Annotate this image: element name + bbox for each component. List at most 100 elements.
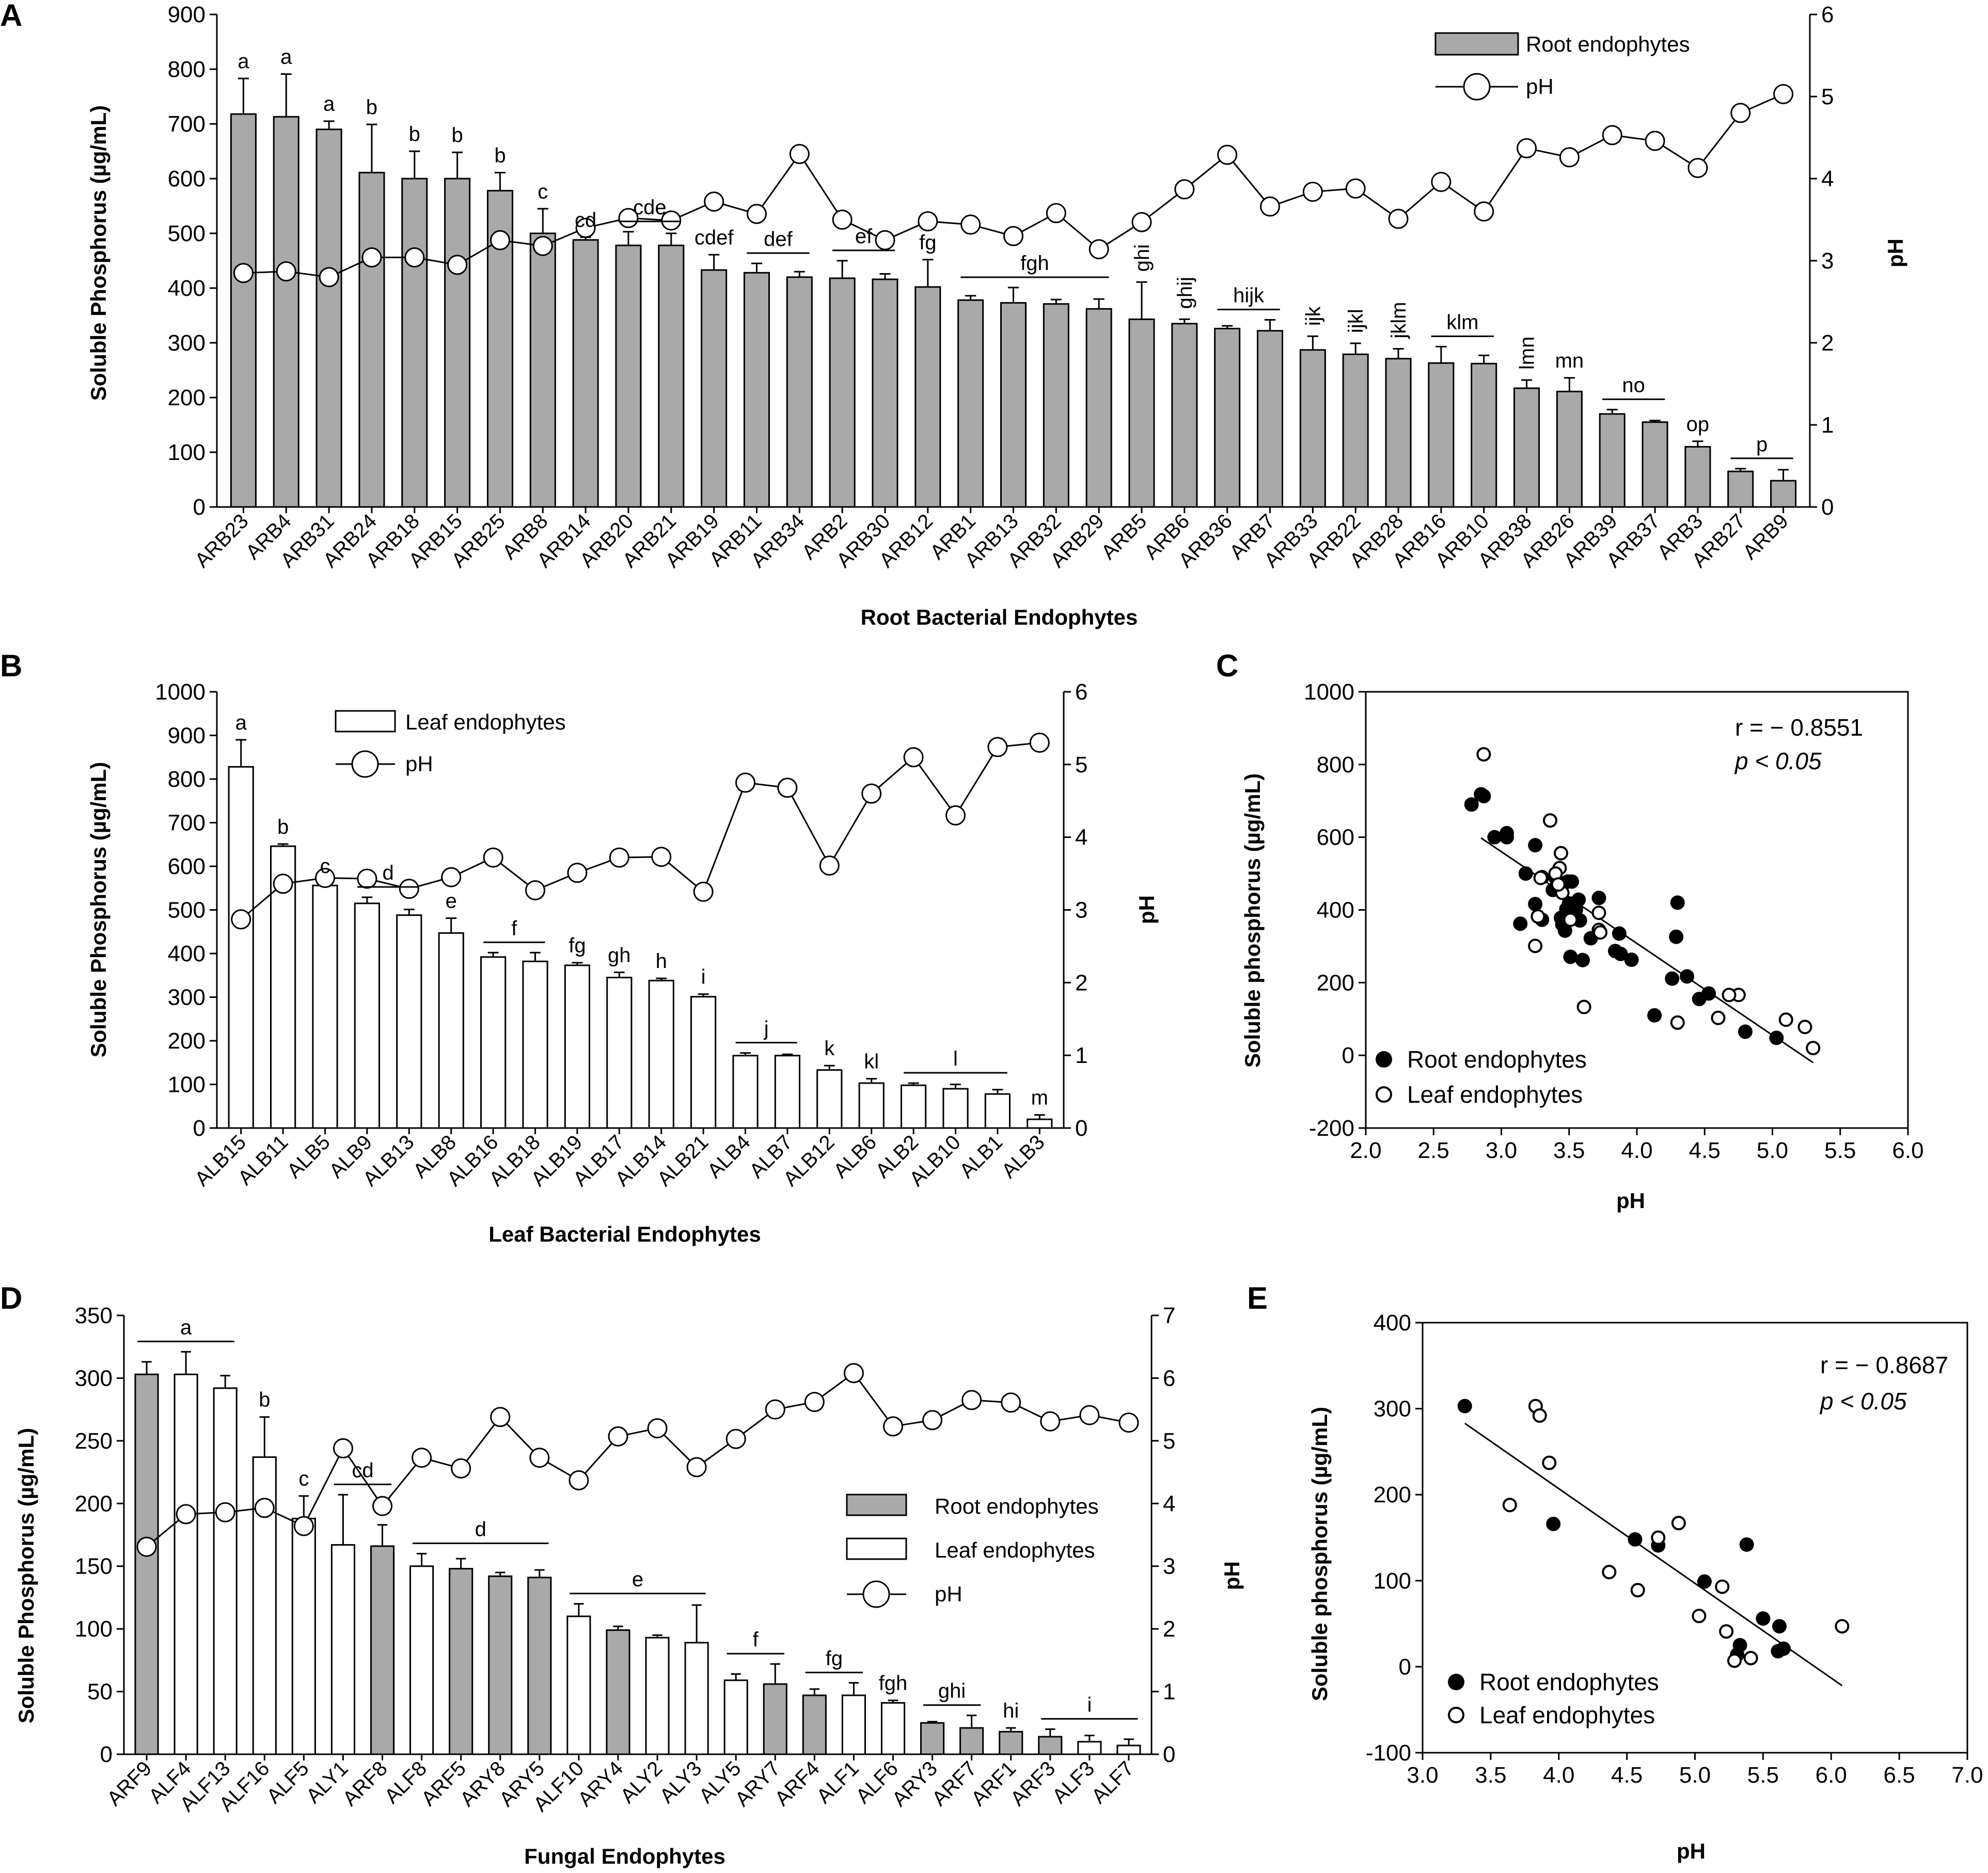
panel-c-leaf-point [1533,870,1548,885]
panel-b-significance-label: kl [864,1051,879,1073]
panel-a-bar [273,116,299,508]
panel-b-ph-marker [777,777,798,798]
panel-e-legend-leaf-marker [1448,1707,1464,1723]
panel-d-significance-label: fgh [879,1672,908,1695]
panel-d-y-tick-label: 50 [87,1679,113,1705]
panel-b-bar [312,884,338,1129]
panel-a-ph-marker [746,203,767,224]
panel-d-bar [449,1568,474,1755]
panel-d-legend-leaf-label: Leaf endophytes [935,1538,1095,1562]
panel-a-significance-label: no [1622,374,1645,396]
panel-a-significance-label: cde [633,196,667,219]
panel-a-ph-marker [404,247,425,268]
panel-c-leaf-point [1591,906,1606,920]
panel-a-significance-label: ghij [1174,277,1196,309]
panel-c-root-point [1563,949,1578,964]
panel-a-ph-marker [1474,201,1494,222]
panel-b-legend: Leaf endophytes pH [335,710,566,778]
panel-b-ph-marker [693,881,714,902]
panel-a-bar [615,244,642,508]
panel-a-ph-marker [1046,203,1066,224]
panel-c-leaf-point [1806,1041,1821,1056]
panel-c-y-tick-label: -200 [1309,1116,1354,1141]
panel-b-significance-label: l [953,1047,958,1070]
panel-a-y2-tick-label: 0 [1821,495,1834,520]
panel-c-x-tick-label: 5.5 [1824,1138,1856,1163]
panel-d-bar [291,1517,316,1755]
panel-a-y-tick-label: 100 [168,440,206,465]
panel-a-ph-marker [1431,171,1451,192]
panel-c-y-tick-label: 800 [1317,752,1354,777]
panel-d-ph-marker [1040,1411,1061,1432]
panel-a-bar [1428,362,1455,508]
panel-e-x-tick-label: 5.0 [1679,1763,1711,1788]
panel-c-legend-leaf-label: Leaf endophytes [1407,1081,1583,1108]
panel-a-y-tick-label: 800 [168,57,206,82]
panel-a-x-axis-title: Root Bacterial Endophytes [861,605,1138,629]
panel-e-leaf-point [1743,1650,1758,1665]
panel-a-ph-marker [789,144,810,164]
panel-d-ph-marker [961,1390,982,1410]
panel-a-ph-marker [532,235,553,256]
panel-e-y-tick-label: 0 [1399,1654,1411,1679]
panel-b-y-tick-label: 600 [168,854,206,879]
panel-c-root-point [1612,926,1627,941]
panel-b-y-tick-label: 200 [168,1028,206,1054]
panel-c-root-point [1738,1024,1753,1039]
panel-a-ph-marker [1517,138,1537,158]
panel-e-x-tick-label: 3.0 [1407,1763,1438,1788]
panel-e-x-tick-label: 7.0 [1951,1763,1983,1788]
panel-c-root-point [1613,946,1628,961]
panel-e-x-tick-label: 4.0 [1543,1763,1574,1788]
panel-d-y2-tick-label: 5 [1163,1428,1175,1454]
panel-d-bar [1077,1741,1102,1755]
panel-b-ph-marker [1029,733,1050,753]
panel-e-leaf-point [1542,1455,1557,1470]
panel-d-ph-marker [136,1536,157,1557]
panel-d-y-tick-label: 300 [75,1366,113,1391]
panel-d-bar [920,1722,945,1755]
panel-e-leaf-point [1602,1565,1617,1580]
panel-c-legend-root-label: Root endophytes [1407,1046,1587,1073]
panel-b-significance-label: c [320,855,330,878]
panel-a-bar [401,178,428,508]
panel-b-ph-marker [399,879,419,899]
panel-b-significance-label: k [824,1037,835,1060]
panel-b-bar [690,996,717,1129]
panel-d-ph-marker [176,1504,196,1525]
panel-d-y2-tick-label: 1 [1163,1679,1175,1705]
panel-d-ph-marker [1079,1405,1100,1425]
panel-b-bar [858,1082,885,1129]
panel-b-significance-label: fg [569,934,586,957]
panel-c-leaf-point [1563,912,1578,927]
panel-d-ph-marker [451,1458,471,1479]
panel-c-root-point [1513,916,1528,931]
panel-d-bar [1038,1736,1063,1755]
panel-e-root-point [1546,1516,1561,1531]
panel-e-root-point [1772,1619,1787,1634]
panel-c-root-point [1670,895,1685,910]
panel-c-root-point [1647,1008,1662,1023]
panel-d-y-tick-label: 150 [75,1554,113,1579]
panel-d-y-tick-label: 250 [75,1428,113,1454]
panel-a-ph-marker [918,211,938,232]
panel-a-bar [1342,353,1369,508]
panel-a-significance-label: jklm [1387,302,1410,339]
panel-d-significance-label: e [632,1568,643,1591]
panel-b-y2-tick-label: 3 [1075,898,1087,923]
panel-a-bar [1471,362,1497,508]
panel-b-ph-marker [945,805,966,826]
panel-d-ph-marker [843,1363,864,1384]
panel-b-bar [984,1093,1011,1129]
panel-d-legend-leaf-swatch [846,1537,907,1560]
panel-d-significance-label: ghi [938,1680,966,1703]
panel-c-root-point [1665,971,1680,986]
panel-e-leaf-point [1651,1530,1666,1545]
panel-a-bar [872,278,898,508]
panel-e-leaf-point [1502,1498,1517,1513]
panel-c-x-tick-label: 2.5 [1418,1138,1449,1163]
panel-a-significance-label: b [366,96,377,119]
panel-e-y-tick-label: 100 [1374,1568,1411,1594]
panel-c-leaf-point [1551,877,1566,892]
panel-a-y-tick-label: 600 [168,166,206,192]
